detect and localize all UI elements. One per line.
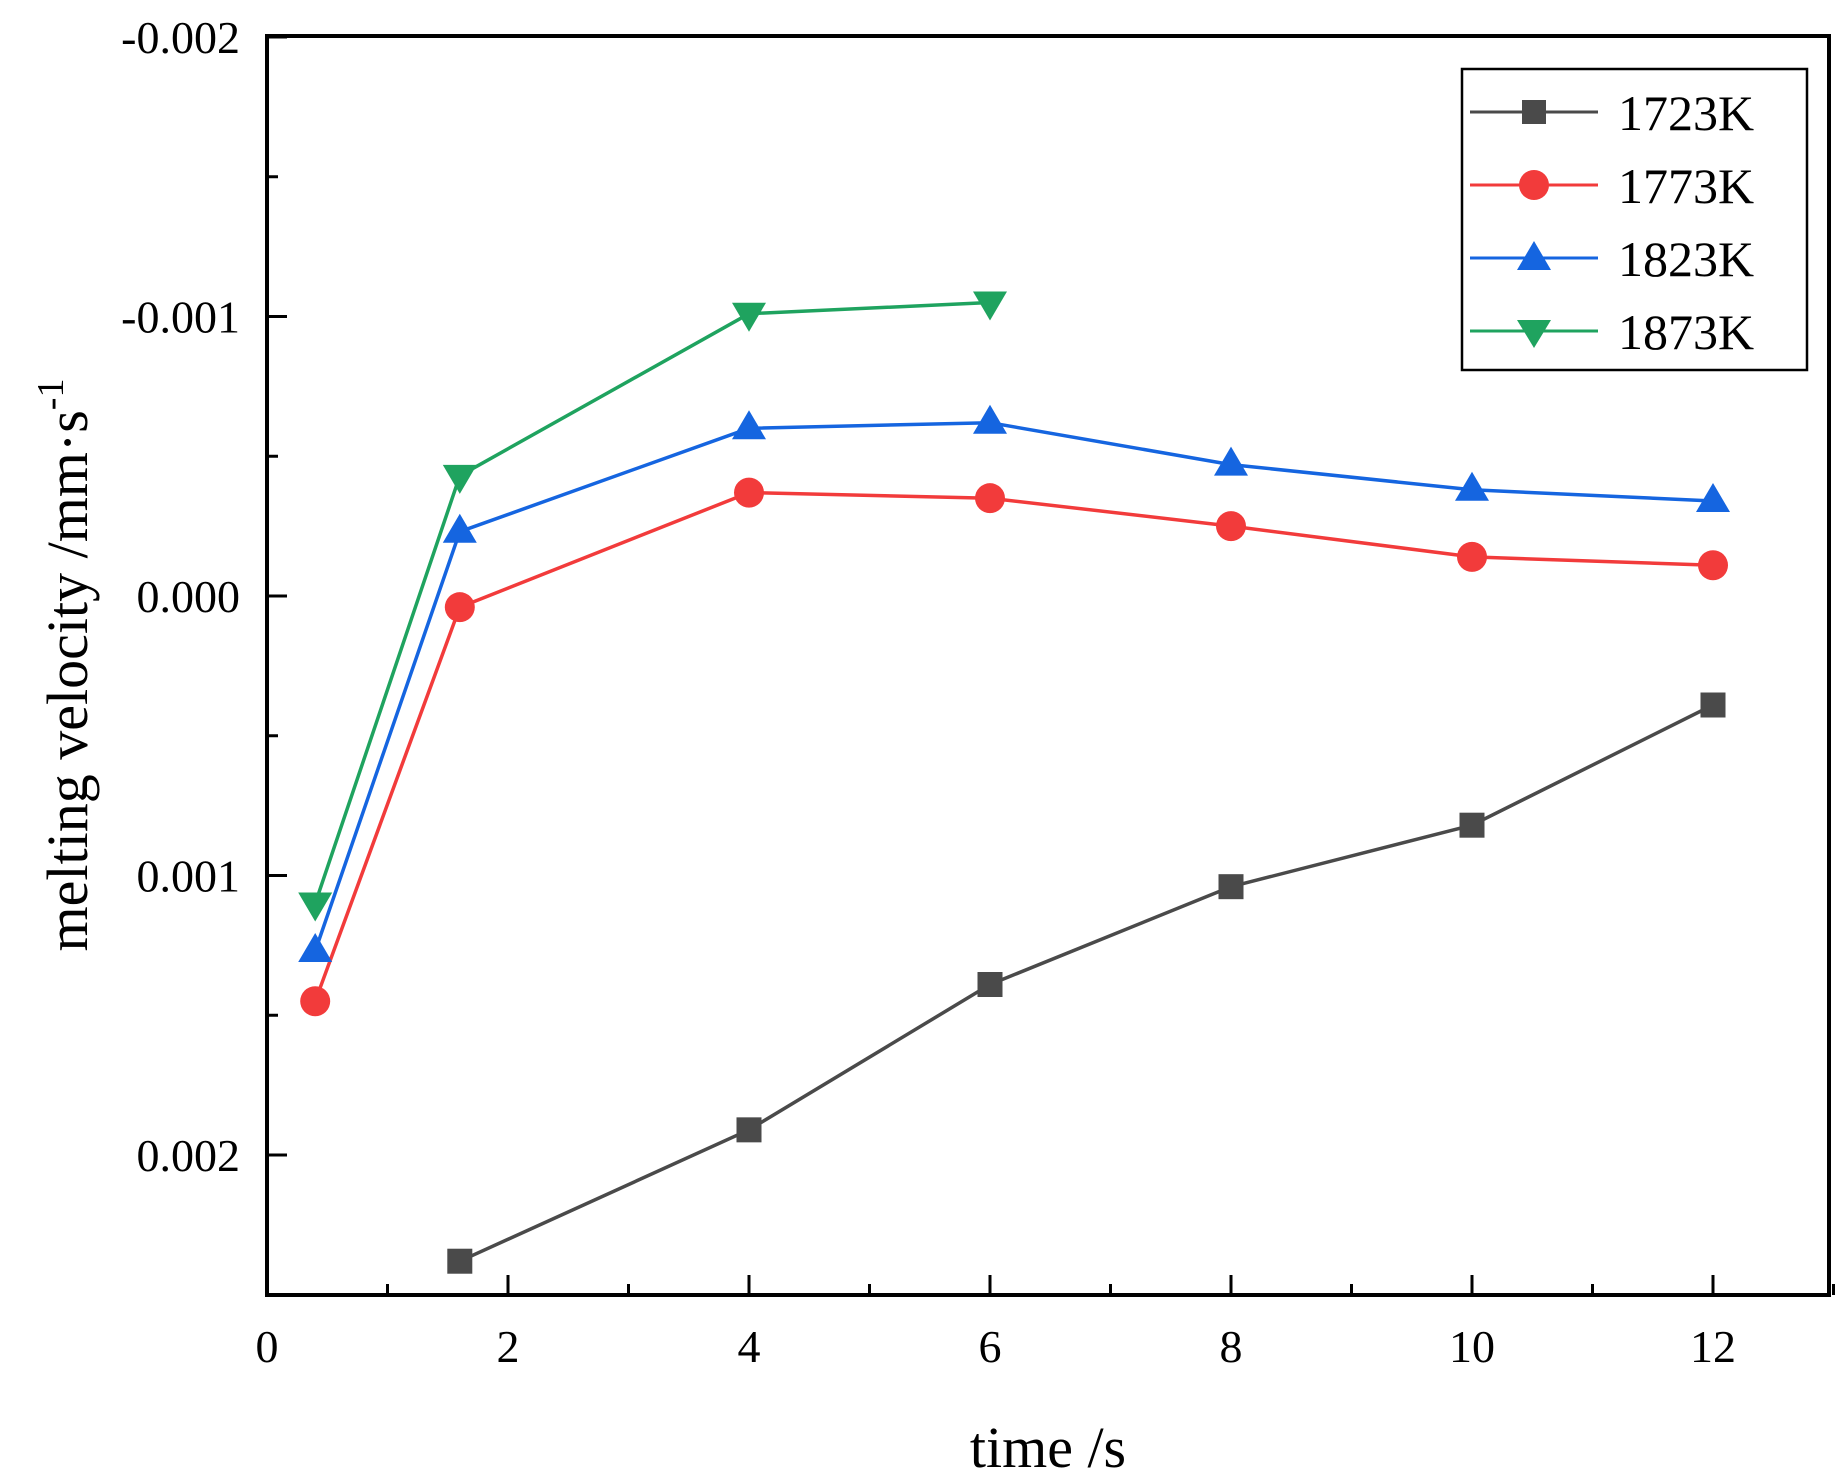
data-point-1723k xyxy=(736,1117,762,1143)
series-1773k xyxy=(300,477,1728,1017)
data-point-1873k xyxy=(732,302,766,332)
legend-marker-1773k xyxy=(1519,170,1549,200)
data-point-1773k xyxy=(975,483,1005,514)
x-tick-label: 8 xyxy=(1220,1321,1243,1372)
legend-entry-1773k: 1773K xyxy=(1470,158,1754,214)
data-point-1723k xyxy=(1459,812,1485,838)
data-point-1873k xyxy=(442,464,477,494)
series-1723k xyxy=(447,692,1726,1274)
legend-entry-1873k: 1873K xyxy=(1470,304,1754,360)
y-tick-label: -0.002 xyxy=(121,12,240,63)
data-point-1773k xyxy=(734,477,764,508)
series-1823k xyxy=(298,404,1730,962)
data-point-1823k xyxy=(973,404,1007,434)
y-axis-title-main: melting velocity /mm·s xyxy=(35,410,100,951)
data-point-1723k xyxy=(977,972,1003,998)
series-line-1873k xyxy=(313,300,991,905)
legend-marker-1723k xyxy=(1522,100,1546,124)
data-point-1723k xyxy=(1700,692,1726,718)
legend-label-1773k: 1773K xyxy=(1618,158,1754,214)
data-point-1823k xyxy=(732,410,766,440)
data-point-1823k xyxy=(298,932,333,962)
series-1873k xyxy=(298,291,1007,922)
legend-entry-1723k: 1723K xyxy=(1470,85,1754,141)
data-point-1873k xyxy=(973,291,1007,321)
x-tick-label: 0 xyxy=(256,1321,279,1372)
y-tick-label: 0.000 xyxy=(137,571,241,622)
x-tick-label: 12 xyxy=(1690,1321,1736,1372)
legend-label-1723k: 1723K xyxy=(1618,85,1754,141)
data-point-1823k xyxy=(1696,482,1730,512)
legend: 1723K 1773K 1823K 1873K xyxy=(1460,67,1809,372)
y-tick-label: 0.002 xyxy=(137,1130,241,1181)
legend-label-1873k: 1873K xyxy=(1618,304,1754,360)
x-tick-label: 6 xyxy=(979,1321,1002,1372)
data-point-1773k xyxy=(300,986,331,1017)
data-point-1823k xyxy=(1214,446,1248,476)
x-tick-label: 10 xyxy=(1449,1321,1495,1372)
data-point-1723k xyxy=(1218,874,1244,900)
y-axis-title: melting velocity /mm·s-1 xyxy=(30,379,100,952)
x-tick-label: 4 xyxy=(738,1321,761,1372)
tick-layer: 0 2 4 6 8 10 12 -0.002 -0.001 0.000 0.001 0.002 xyxy=(121,12,1835,1372)
legend-marker-1873k xyxy=(1517,320,1551,348)
data-point-1723k xyxy=(447,1248,473,1274)
data-point-1873k xyxy=(298,892,333,922)
data-point-1823k xyxy=(1455,471,1489,501)
data-point-1823k xyxy=(442,513,477,543)
y-tick-label: -0.001 xyxy=(121,292,240,343)
legend-box xyxy=(1460,67,1809,372)
plot-frame xyxy=(265,34,1831,1297)
legend-marker-1823k xyxy=(1517,241,1551,270)
legend-entry-1823k: 1823K xyxy=(1470,231,1754,287)
data-point-1773k xyxy=(444,592,475,623)
data-point-1773k xyxy=(1698,550,1728,581)
data-point-1773k xyxy=(1457,541,1487,572)
y-tick-label: 0.001 xyxy=(137,851,241,902)
x-axis-title: time /s xyxy=(970,1415,1126,1480)
x-tick-label: 2 xyxy=(497,1321,520,1372)
y-axis-title-group: melting velocity /mm·s-1 xyxy=(30,379,100,952)
legend-label-1823k: 1823K xyxy=(1618,231,1754,287)
series-line-1723k xyxy=(459,703,1714,1263)
data-point-1773k xyxy=(1216,511,1246,542)
y-axis-title-superscript: -1 xyxy=(30,379,72,411)
series-layer xyxy=(298,291,1730,1274)
